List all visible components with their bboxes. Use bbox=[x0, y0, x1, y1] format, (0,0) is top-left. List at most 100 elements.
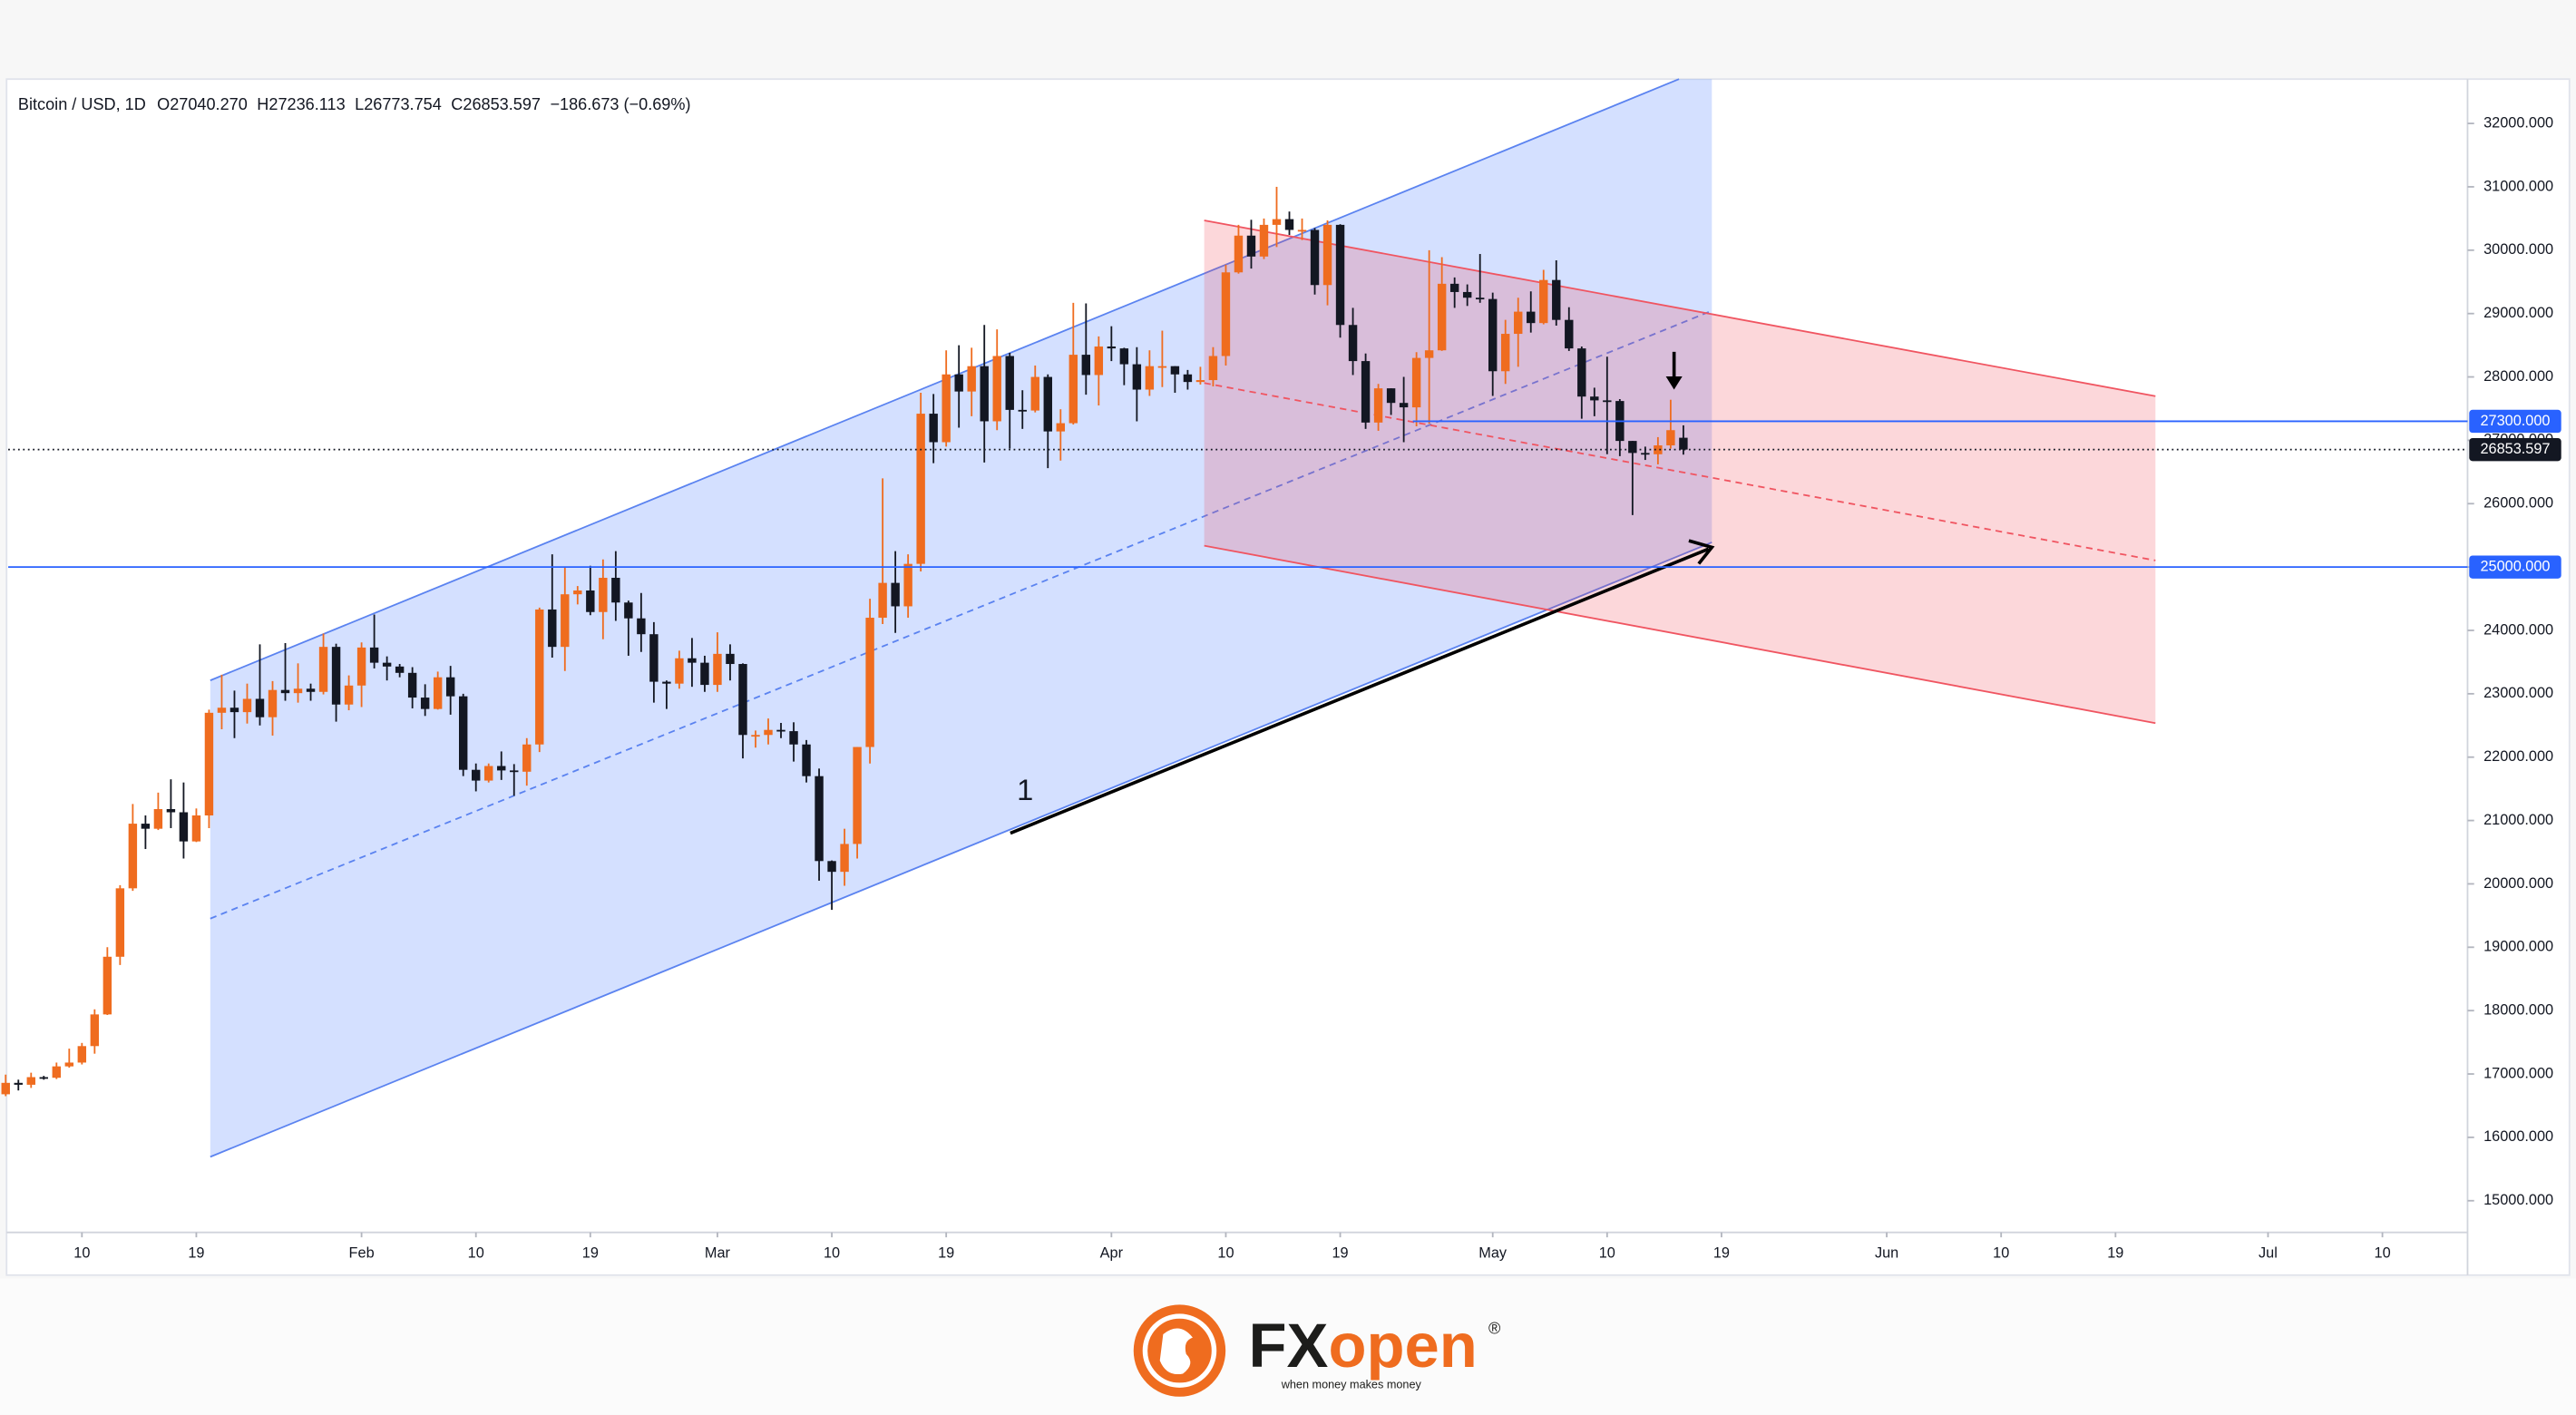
candle-body bbox=[789, 731, 798, 745]
candle-body bbox=[128, 824, 138, 889]
x-tick-label: 10 bbox=[1993, 1245, 2009, 1262]
arrow bbox=[1010, 547, 1710, 835]
candle-body bbox=[407, 672, 417, 698]
candle-body bbox=[1030, 376, 1039, 411]
logo-open: open bbox=[1328, 1311, 1477, 1381]
candle-body bbox=[954, 374, 963, 392]
candle-body bbox=[700, 662, 709, 686]
y-tick-label: 23000.000 bbox=[2483, 685, 2553, 701]
candle-body bbox=[1527, 311, 1536, 324]
x-tick-label: 10 bbox=[824, 1245, 840, 1262]
change-value: −186.673 (−0.69%) bbox=[550, 95, 690, 113]
candle-body bbox=[293, 688, 303, 694]
y-tick-label: 32000.000 bbox=[2483, 114, 2553, 131]
candle-body bbox=[255, 698, 265, 717]
candle-body bbox=[1462, 291, 1472, 298]
candle-body bbox=[1335, 224, 1345, 326]
candle-body bbox=[980, 366, 989, 422]
candle-body bbox=[802, 744, 811, 776]
candle-body bbox=[1094, 346, 1104, 376]
candle-body bbox=[1539, 279, 1548, 324]
y-tick-label: 18000.000 bbox=[2483, 1001, 2553, 1018]
candle-body bbox=[624, 602, 633, 619]
x-tick-label: Jun bbox=[1875, 1245, 1898, 1262]
candle-body bbox=[369, 647, 379, 663]
y-tick-label: 29000.000 bbox=[2483, 305, 2553, 321]
down-arrow-head bbox=[1665, 376, 1683, 390]
candle-body bbox=[1679, 437, 1688, 450]
candle-body bbox=[649, 634, 659, 682]
candle-body bbox=[1056, 423, 1065, 432]
x-tick-label: Jul bbox=[2259, 1245, 2278, 1262]
price-label-box bbox=[2469, 555, 2561, 579]
open-value: O27040.270 bbox=[157, 95, 248, 113]
high-value: H27236.113 bbox=[257, 95, 345, 113]
candle-body bbox=[39, 1077, 49, 1079]
candle-body bbox=[891, 582, 900, 607]
candle-body bbox=[356, 647, 366, 686]
logo-registered: ® bbox=[1488, 1319, 1501, 1337]
channel-lower bbox=[210, 542, 1712, 1158]
candle-body bbox=[599, 578, 608, 612]
candle-body bbox=[1170, 366, 1180, 375]
candle-body bbox=[1208, 356, 1218, 381]
candle-body bbox=[1565, 319, 1574, 349]
candle-body bbox=[878, 582, 887, 619]
candle-body bbox=[764, 729, 773, 736]
candle-body bbox=[929, 414, 938, 443]
candle-body bbox=[433, 677, 443, 709]
candle-body bbox=[204, 712, 214, 815]
y-tick-label: 15000.000 bbox=[2483, 1192, 2553, 1208]
symbol-legend: Bitcoin / USD, 1D O27040.270 H27236.113 … bbox=[18, 95, 691, 113]
candle-body bbox=[26, 1077, 35, 1085]
candle-body bbox=[1386, 388, 1396, 404]
candle-body bbox=[382, 662, 392, 667]
candle-body bbox=[1399, 403, 1409, 408]
falling-lower bbox=[1204, 544, 2156, 725]
logo-wordmark: FXopen bbox=[1249, 1311, 1478, 1381]
candle-body bbox=[141, 824, 151, 829]
candle-body bbox=[561, 594, 570, 648]
logo: FXopen ® when money makes money bbox=[1133, 1304, 1501, 1397]
candle-body bbox=[992, 356, 1001, 422]
candle-body bbox=[1284, 219, 1294, 230]
y-tick-label: 31000.000 bbox=[2483, 178, 2553, 194]
candle-body bbox=[726, 653, 735, 665]
candle-body bbox=[1501, 334, 1510, 372]
candle-body bbox=[280, 689, 290, 694]
candle-body bbox=[1081, 355, 1091, 376]
price-label: 27300.000 bbox=[2480, 413, 2550, 429]
candle-body bbox=[179, 812, 189, 842]
candle-body bbox=[77, 1046, 87, 1063]
footer bbox=[0, 1278, 2576, 1415]
candle-body bbox=[1348, 325, 1358, 362]
candle-body bbox=[1654, 445, 1663, 454]
x-tick-label: May bbox=[1478, 1245, 1508, 1262]
candle-body bbox=[1005, 356, 1014, 410]
x-tick-label: 10 bbox=[1217, 1245, 1234, 1262]
y-tick-label: 28000.000 bbox=[2483, 368, 2553, 385]
candle-body bbox=[942, 374, 951, 443]
candle-body bbox=[967, 366, 976, 392]
candle-body bbox=[1590, 396, 1599, 401]
candle-body bbox=[903, 563, 912, 607]
candle-body bbox=[1132, 364, 1142, 390]
candle-body bbox=[1043, 376, 1052, 432]
candle-body bbox=[1514, 311, 1523, 335]
candle-body bbox=[64, 1062, 74, 1067]
candle-body bbox=[1183, 374, 1193, 383]
candle-body bbox=[217, 708, 227, 713]
candle-body bbox=[1424, 350, 1434, 358]
candle-body bbox=[586, 590, 595, 612]
candle-body bbox=[90, 1014, 100, 1047]
candle-body bbox=[1322, 224, 1332, 286]
candle-body bbox=[102, 956, 112, 1015]
candle-body bbox=[1221, 272, 1231, 356]
candle-body bbox=[853, 747, 862, 844]
candle-body bbox=[14, 1082, 23, 1085]
x-tick-label: Mar bbox=[705, 1245, 731, 1262]
candle-body bbox=[1157, 366, 1167, 368]
x-tick-label: 10 bbox=[73, 1245, 90, 1262]
annotation-label: 1 bbox=[1017, 773, 1033, 806]
y-tick-label: 24000.000 bbox=[2483, 621, 2553, 638]
